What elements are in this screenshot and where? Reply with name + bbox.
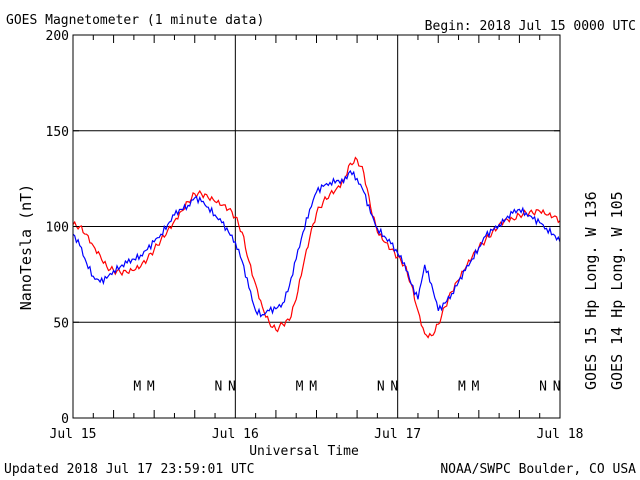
y-axis-label: NanoTesla (nT)	[17, 184, 35, 310]
tick-layer: 0 50 100 150 200 Jul 15 Jul 16 Jul 17 Jul 18	[46, 29, 584, 442]
noon-marker: N	[377, 379, 385, 394]
midnight-marker: M	[472, 379, 480, 394]
x-tick-label: Jul 18	[537, 427, 584, 442]
midnight-marker: M	[133, 379, 141, 394]
y-tick-label: 100	[46, 221, 69, 236]
midnight-marker: M	[296, 379, 304, 394]
grid-lines	[73, 35, 560, 418]
x-tick-label: Jul 15	[50, 427, 97, 442]
noon-marker: N	[215, 379, 223, 394]
noon-marker: N	[390, 379, 398, 394]
x-axis-label: Universal Time	[249, 444, 359, 459]
series-goes15-line	[72, 156, 561, 339]
y-tick-label: 0	[61, 412, 69, 427]
midnight-marker: M	[147, 379, 155, 394]
noon-marker: N	[228, 379, 236, 394]
y-tick-label: 200	[46, 29, 69, 44]
source-credit: NOAA/SWPC Boulder, CO USA	[440, 462, 636, 477]
chart-title: GOES Magnetometer (1 minute data)	[6, 13, 264, 28]
midnight-marker: M	[309, 379, 317, 394]
y-tick-label: 150	[46, 125, 69, 140]
legend-goes14: GOES 14 Hp Long. W 105	[608, 191, 626, 390]
y-tick-label: 50	[53, 316, 69, 331]
series-goes14-line	[72, 169, 561, 318]
noon-marker: N	[539, 379, 547, 394]
updated-time: Updated 2018 Jul 17 23:59:01 UTC	[4, 462, 254, 477]
x-tick-label: Jul 16	[212, 427, 259, 442]
series-layer	[72, 156, 561, 339]
begin-time: Begin: 2018 Jul 15 0000 UTC	[425, 19, 636, 34]
legend-goes15: GOES 15 Hp Long. W 136	[582, 191, 600, 390]
x-tick-label: Jul 17	[374, 427, 421, 442]
midnight-marker: M	[458, 379, 466, 394]
noon-marker: N	[553, 379, 561, 394]
